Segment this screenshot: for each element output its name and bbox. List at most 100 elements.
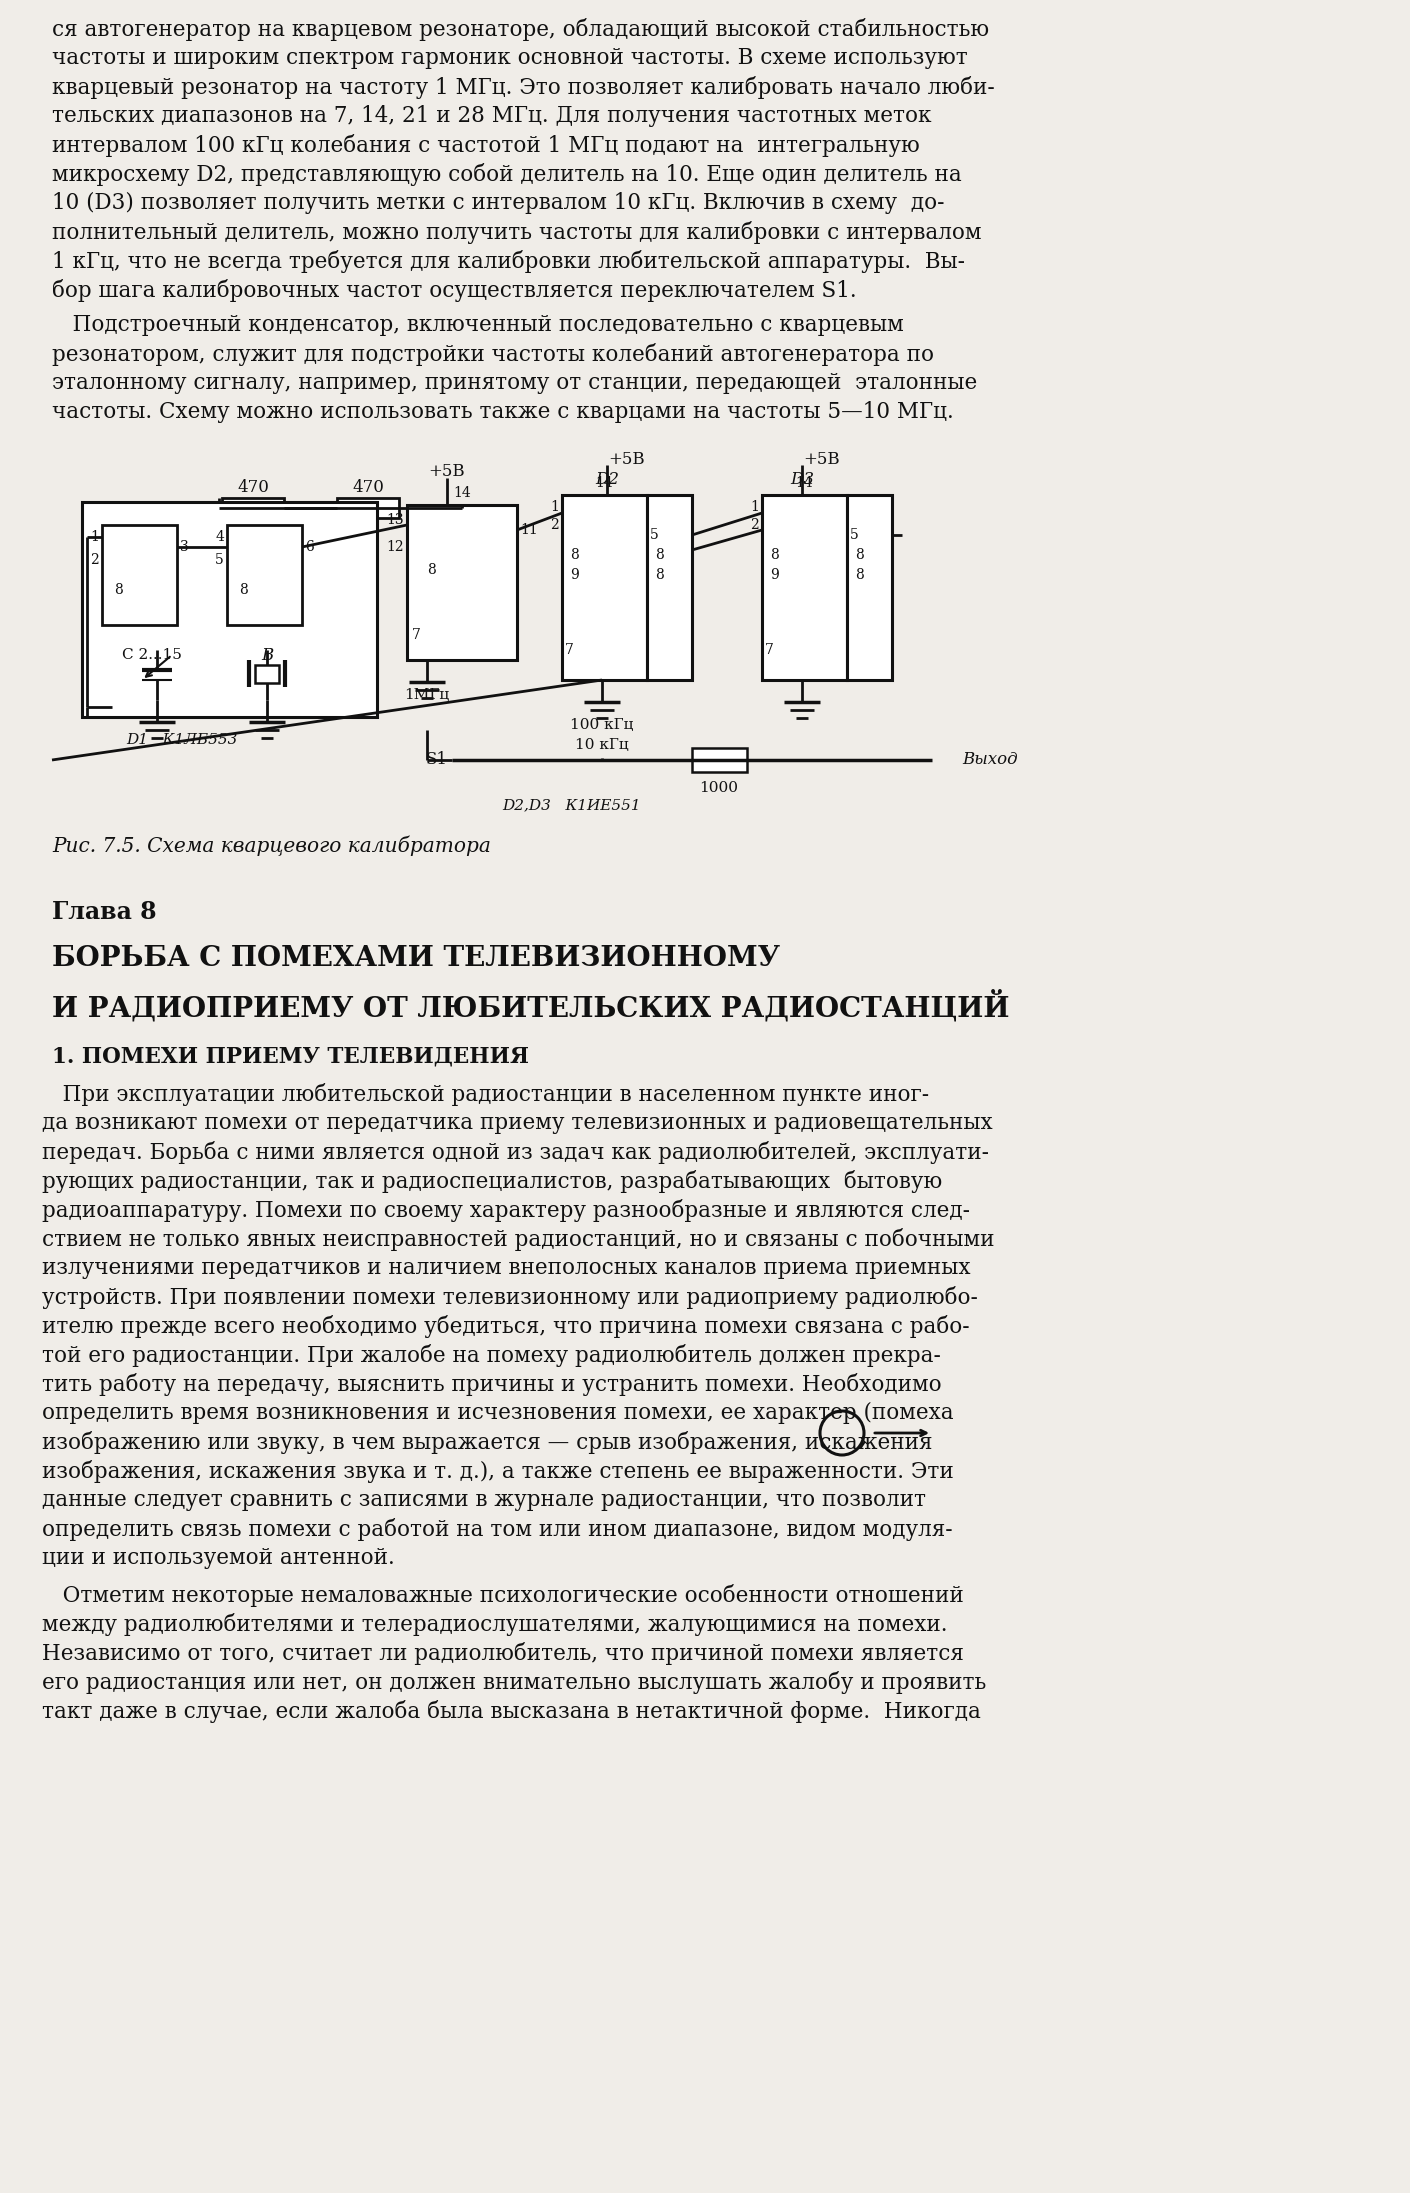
Bar — [221, 498, 283, 518]
Text: 8: 8 — [854, 568, 864, 581]
Text: 8: 8 — [656, 568, 664, 581]
Text: 470: 470 — [352, 480, 384, 496]
Text: ся автогенератор на кварцевом резонаторе, обладающий высокой стабильностью: ся автогенератор на кварцевом резонаторе… — [52, 18, 990, 42]
Text: Подстроечный конденсатор, включенный последовательно с кварцевым: Подстроечный конденсатор, включенный пос… — [52, 314, 904, 336]
Bar — [337, 498, 399, 518]
Text: резонатором, служит для подстройки частоты колебаний автогенератора по: резонатором, служит для подстройки часто… — [52, 342, 933, 366]
Text: +5B: +5B — [429, 463, 465, 480]
Text: ствием не только явных неисправностей радиостанций, но и связаны с побочными: ствием не только явных неисправностей ра… — [42, 1228, 994, 1250]
Text: передач. Борьба с ними является одной из задач как радиолюбителей, эксплуати-: передач. Борьба с ними является одной из… — [42, 1140, 988, 1164]
Text: 8: 8 — [240, 583, 248, 596]
Text: 13: 13 — [386, 513, 405, 526]
Text: его радиостанция или нет, он должен внимательно выслушать жалобу и проявить: его радиостанция или нет, он должен вним… — [42, 1671, 986, 1693]
Text: B: B — [261, 647, 274, 664]
Text: микросхему D2, представляющую собой делитель на 10. Еще один делитель на: микросхему D2, представляющую собой дели… — [52, 162, 962, 186]
Text: 1. ПОМЕХИ ПРИЕМУ ТЕЛЕВИДЕНИЯ: 1. ПОМЕХИ ПРИЕМУ ТЕЛЕВИДЕНИЯ — [52, 1046, 529, 1068]
Text: 10 кГц: 10 кГц — [575, 739, 629, 752]
Text: D3: D3 — [790, 471, 814, 489]
Text: 14: 14 — [795, 476, 814, 489]
Text: 8: 8 — [854, 548, 864, 561]
Text: 14: 14 — [595, 476, 613, 489]
Text: 2: 2 — [90, 553, 99, 568]
Text: устройств. При появлении помехи телевизионному или радиоприему радиолюбо-: устройств. При появлении помехи телевизи… — [42, 1285, 979, 1309]
Text: 12: 12 — [386, 539, 405, 555]
Text: 4: 4 — [216, 531, 224, 544]
Text: 470: 470 — [237, 480, 269, 496]
Text: БОРЬБА С ПОМЕХАМИ ТЕЛЕВИЗИОННОМУ: БОРЬБА С ПОМЕХАМИ ТЕЛЕВИЗИОННОМУ — [52, 945, 780, 971]
Text: ителю прежде всего необходимо убедиться, что причина помехи связана с рабо-: ителю прежде всего необходимо убедиться,… — [42, 1316, 970, 1338]
Text: C 2...15: C 2...15 — [123, 647, 182, 662]
Text: изображения, искажения звука и т. д.), а также степень ее выраженности. Эти: изображения, искажения звука и т. д.), а… — [42, 1461, 953, 1482]
Text: Глава 8: Глава 8 — [52, 899, 157, 923]
Text: определить связь помехи с работой на том или ином диапазоне, видом модуля-: определить связь помехи с работой на том… — [42, 1518, 953, 1542]
Text: 1: 1 — [750, 500, 759, 513]
Text: между радиолюбителями и телерадиослушателями, жалующимися на помехи.: между радиолюбителями и телерадиослушате… — [42, 1614, 948, 1636]
Text: Независимо от того, считает ли радиолюбитель, что причиной помехи является: Независимо от того, считает ли радиолюби… — [42, 1643, 964, 1664]
Text: тельских диапазонов на 7, 14, 21 и 28 МГц. Для получения частотных меток: тельских диапазонов на 7, 14, 21 и 28 МГ… — [52, 105, 932, 127]
Text: +5B: +5B — [609, 452, 646, 469]
Text: рующих радиостанции, так и радиоспециалистов, разрабатывающих  бытовую: рующих радиостанции, так и радиоспециали… — [42, 1171, 942, 1193]
Text: И РАДИОПРИЕМУ ОТ ЛЮБИТЕЛЬСКИХ РАДИОСТАНЦИЙ: И РАДИОПРИЕМУ ОТ ЛЮБИТЕЛЬСКИХ РАДИОСТАНЦ… — [52, 989, 1010, 1022]
Text: 2: 2 — [550, 518, 558, 533]
Text: 3: 3 — [180, 539, 189, 555]
Text: такт даже в случае, если жалоба была высказана в нетактичной форме.  Никогда: такт даже в случае, если жалоба была выс… — [42, 1700, 981, 1724]
Text: При эксплуатации любительской радиостанции в населенном пункте иног-: При эксплуатации любительской радиостанц… — [42, 1083, 929, 1105]
Bar — [761, 496, 847, 680]
Text: 2: 2 — [750, 518, 759, 533]
Text: 8: 8 — [114, 583, 123, 596]
Text: радиоаппаратуру. Помехи по своему характеру разнообразные и являются след-: радиоаппаратуру. Помехи по своему характ… — [42, 1200, 970, 1222]
Bar — [407, 504, 517, 660]
Text: Рис. 7.5. Схема кварцевого калибратора: Рис. 7.5. Схема кварцевого калибратора — [52, 836, 491, 855]
Text: 1: 1 — [550, 500, 558, 513]
Bar — [227, 524, 302, 625]
Text: 1: 1 — [90, 531, 99, 544]
Text: 100 кГц: 100 кГц — [570, 717, 633, 732]
Text: определить время возникновения и исчезновения помехи, ее характер (помеха: определить время возникновения и исчезно… — [42, 1401, 953, 1423]
Text: 1МГц: 1МГц — [405, 689, 450, 702]
Text: кварцевый резонатор на частоту 1 МГц. Это позволяет калибровать начало люби-: кварцевый резонатор на частоту 1 МГц. Эт… — [52, 77, 994, 99]
Text: 8: 8 — [570, 548, 578, 561]
Text: 14: 14 — [453, 487, 471, 500]
Text: S1: S1 — [426, 752, 448, 768]
Text: 7: 7 — [565, 643, 574, 658]
Bar — [82, 502, 376, 717]
Text: данные следует сравнить с записями в журнале радиостанции, что позволит: данные следует сравнить с записями в жур… — [42, 1489, 926, 1511]
Text: 5: 5 — [216, 553, 224, 568]
Text: той его радиостанции. При жалобе на помеху радиолюбитель должен прекра-: той его радиостанции. При жалобе на поме… — [42, 1344, 940, 1366]
Text: 5: 5 — [650, 529, 658, 542]
Text: да возникают помехи от передатчика приему телевизионных и радиовещательных: да возникают помехи от передатчика прием… — [42, 1112, 993, 1134]
Text: частоты и широким спектром гармоник основной частоты. В схеме используют: частоты и широким спектром гармоник осно… — [52, 46, 967, 68]
Text: 10 (D3) позволяет получить метки с интервалом 10 кГц. Включив в схему  до-: 10 (D3) позволяет получить метки с интер… — [52, 193, 945, 215]
Bar — [647, 496, 692, 680]
Text: эталонному сигналу, например, принятому от станции, передающей  эталонные: эталонному сигналу, например, принятому … — [52, 373, 977, 395]
Text: 1000: 1000 — [699, 781, 739, 796]
Text: 1 кГц, что не всегда требуется для калибровки любительской аппаратуры.  Вы-: 1 кГц, что не всегда требуется для калиб… — [52, 250, 964, 272]
Text: 9: 9 — [570, 568, 578, 581]
Text: 11: 11 — [520, 522, 537, 537]
Text: 8: 8 — [770, 548, 778, 561]
Text: тить работу на передачу, выяснить причины и устранить помехи. Необходимо: тить работу на передачу, выяснить причин… — [42, 1373, 942, 1397]
Text: D2: D2 — [595, 471, 619, 489]
Text: ции и используемой антенной.: ции и используемой антенной. — [42, 1546, 395, 1568]
Text: Выход: Выход — [962, 752, 1018, 768]
Text: +5B: +5B — [804, 452, 840, 469]
Text: 8: 8 — [427, 564, 436, 577]
Text: бор шага калибровочных частот осуществляется переключателем S1.: бор шага калибровочных частот осуществля… — [52, 279, 857, 303]
Text: частоты. Схему можно использовать также с кварцами на частоты 5—10 МГц.: частоты. Схему можно использовать также … — [52, 401, 953, 423]
Text: интервалом 100 кГц колебания с частотой 1 МГц подают на  интегральную: интервалом 100 кГц колебания с частотой … — [52, 134, 919, 158]
Text: излучениями передатчиков и наличием внеполосных каналов приема приемных: излучениями передатчиков и наличием внеп… — [42, 1257, 970, 1279]
Text: 8: 8 — [656, 548, 664, 561]
Bar — [102, 524, 178, 625]
Text: 7: 7 — [766, 643, 774, 658]
Text: 7: 7 — [412, 627, 420, 643]
Text: 5: 5 — [850, 529, 859, 542]
Text: 9: 9 — [770, 568, 778, 581]
Bar — [847, 496, 893, 680]
Text: 6: 6 — [305, 539, 314, 555]
Text: D1   К1ЛБ553: D1 К1ЛБ553 — [127, 732, 238, 748]
Text: изображению или звуку, в чем выражается — срыв изображения, искажения: изображению или звуку, в чем выражается … — [42, 1432, 932, 1454]
Bar — [692, 748, 747, 772]
Bar — [563, 496, 647, 680]
Text: D2,D3   К1ИЕ551: D2,D3 К1ИЕ551 — [503, 798, 642, 811]
Bar — [255, 664, 279, 682]
